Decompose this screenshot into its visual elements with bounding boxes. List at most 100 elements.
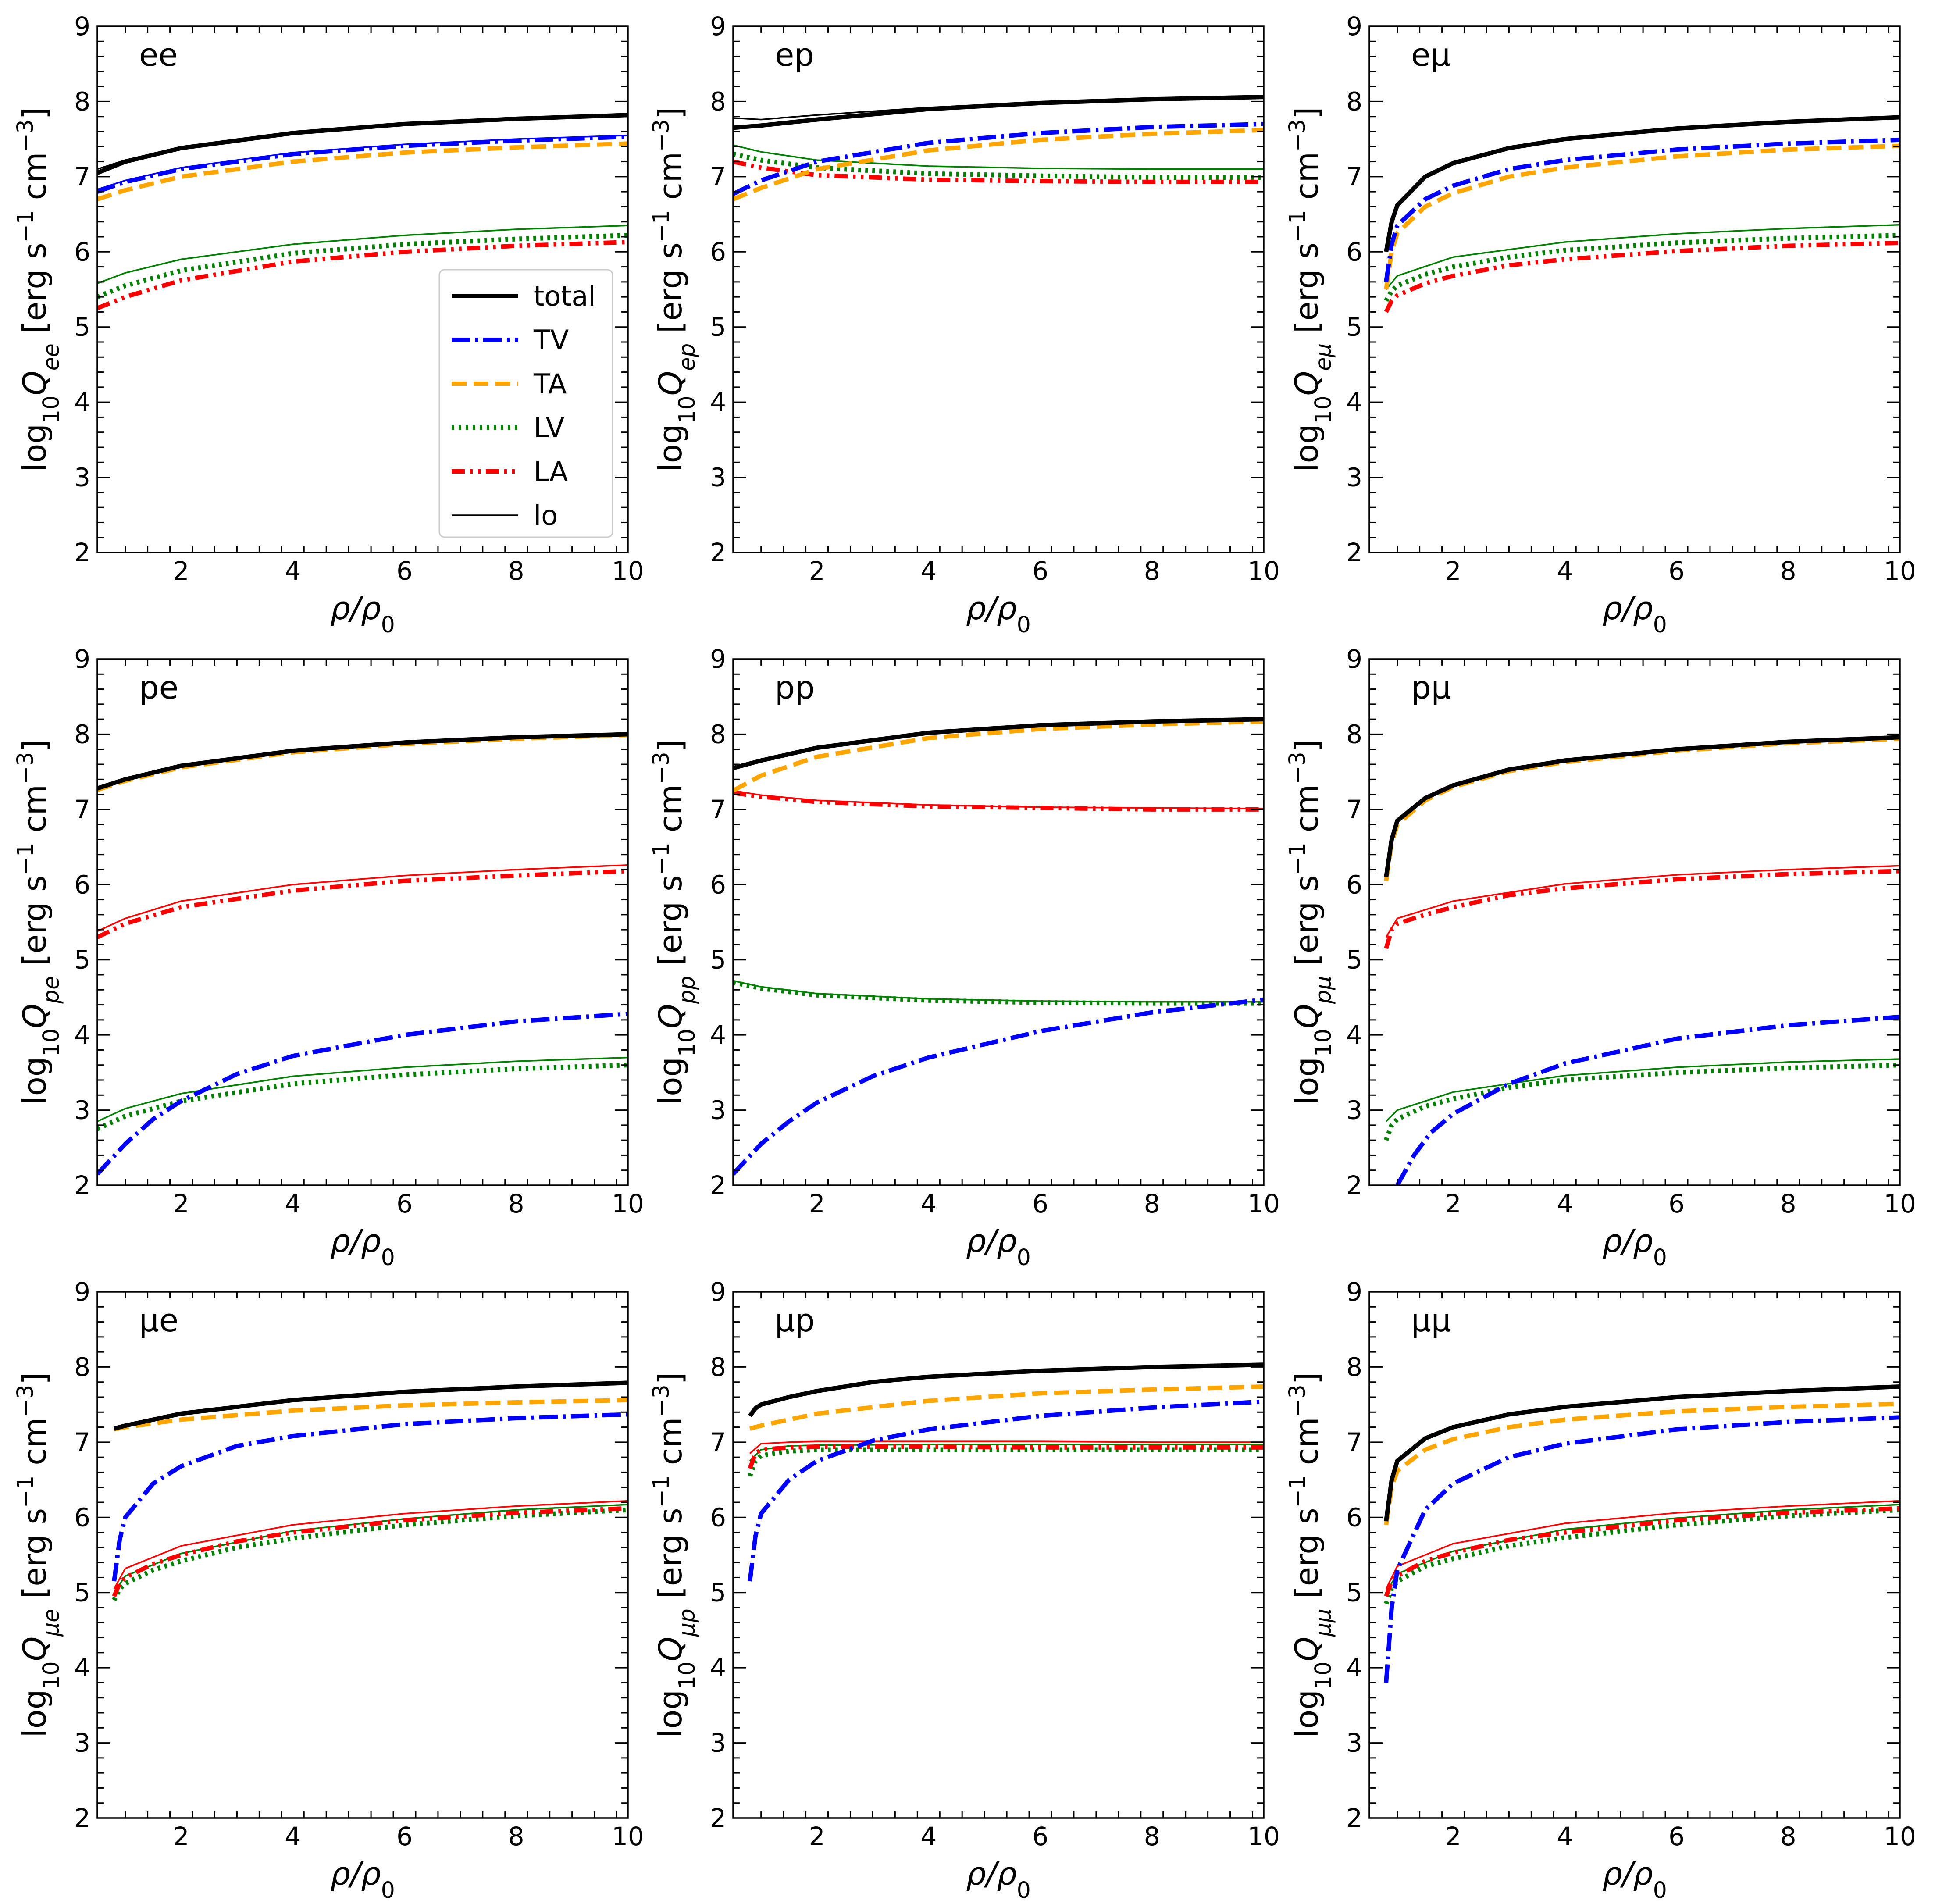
y-tick-label: 4 (710, 1653, 726, 1683)
panel-label: μe (139, 1302, 178, 1339)
y-tick-label: 5 (710, 312, 726, 342)
series-lo-line (97, 1056, 628, 1122)
series-LV-line (733, 980, 1264, 1006)
ticks (733, 1291, 1264, 1819)
series-TV-line (97, 135, 628, 194)
x-tick-label: 10 (1247, 1822, 1280, 1851)
series-group (112, 1380, 628, 1601)
x-tick-label: 8 (508, 1189, 524, 1219)
series-TV-line (97, 1012, 628, 1176)
series-TA-line (733, 719, 1264, 793)
series-TV-line (112, 1412, 628, 1582)
ticks (97, 1291, 628, 1819)
y-tick-label: 3 (74, 1728, 90, 1758)
y-tick-label: 5 (710, 1578, 726, 1608)
y-axis-title: log10Qμe [erg s−1 cm−3] (12, 1373, 64, 1738)
y-tick-label: 5 (710, 945, 726, 975)
y-tick-label: 3 (1346, 463, 1362, 492)
y-tick-label: 7 (74, 162, 90, 192)
x-tick-label: 4 (1557, 1822, 1573, 1851)
y-tick-label: 2 (710, 1803, 726, 1833)
series-TV-line (1384, 137, 1900, 282)
series-TA-line (97, 733, 628, 792)
y-tick-label: 4 (710, 1020, 726, 1050)
y-tick-label: 4 (1346, 387, 1362, 417)
series-lo-line (113, 1500, 628, 1589)
x-tick-label: 4 (920, 556, 937, 586)
series-group (97, 113, 628, 310)
series-LV-line (112, 1507, 628, 1601)
panel-ep: 2 4 6 8 10 2 3 4 5 6 7 8 9 ρ/ρ0 log10Qep [erg s−1 cm−3… (648, 11, 1280, 638)
y-axis-title: log10Qpμ [erg s−1 cm−3] (1284, 739, 1336, 1105)
panel-label: pp (775, 669, 815, 706)
ticks (733, 25, 1264, 553)
y-tick-label: 6 (710, 237, 726, 267)
panel-μμ: 2 4 6 8 10 2 3 4 5 6 7 8 9 ρ/ρ0 log10Qμμ [erg s−1 cm−3… (1284, 1277, 1916, 1903)
series-LV-line (1384, 1507, 1900, 1605)
y-tick-label: 7 (710, 1427, 726, 1457)
x-tick-label: 10 (1247, 556, 1280, 586)
x-tick-label: 10 (1247, 1189, 1280, 1219)
y-tick-label: 6 (74, 1502, 90, 1532)
series-LV-line (1384, 233, 1900, 302)
y-tick-label: 8 (710, 1352, 726, 1382)
x-tick-label: 6 (1668, 1822, 1685, 1851)
x-axis-title: ρ/ρ0 (1602, 590, 1667, 638)
axes-frame (732, 1291, 1265, 1819)
series-LV-line (748, 1447, 1264, 1477)
series-LA-line (97, 869, 628, 939)
x-tick-label: 2 (1445, 556, 1461, 586)
y-tick-label: 4 (710, 387, 726, 417)
y-axis-title: log10Qμμ [erg s−1 cm−3] (1284, 1372, 1336, 1738)
series-TA-line (97, 141, 628, 202)
series-TA-line (1384, 143, 1900, 290)
axes-frame (732, 658, 1265, 1186)
series-lo-line (733, 144, 1264, 170)
series-lo-line (97, 864, 628, 932)
panel-label: pμ (1411, 669, 1451, 706)
x-tick-label: 6 (1668, 1189, 1685, 1219)
y-tick-label: 9 (710, 11, 726, 41)
legend: total TV TA LV LA lo (438, 269, 613, 538)
series-TV-line (733, 121, 1264, 196)
x-tick-label: 10 (612, 1189, 644, 1219)
y-tick-label: 4 (1346, 1653, 1362, 1683)
panel-pμ: 2 4 6 8 10 2 3 4 5 6 7 8 9 ρ/ρ0 log10Qpμ [erg s−1 cm−3… (1284, 644, 1916, 1270)
series-group (97, 732, 628, 1176)
x-tick-label: 6 (1668, 556, 1685, 586)
series-LA-line (1384, 869, 1900, 949)
y-tick-label: 5 (1346, 312, 1362, 342)
legend-label-total: total (534, 280, 596, 312)
series-group (1384, 115, 1900, 313)
x-tick-label: 8 (1144, 556, 1160, 586)
y-tick-label: 3 (710, 1728, 726, 1758)
x-axis-title: ρ/ρ0 (966, 1223, 1031, 1270)
y-tick-label: 2 (710, 538, 726, 567)
y-tick-label: 5 (1346, 1578, 1362, 1608)
x-axis-title: ρ/ρ0 (330, 1855, 395, 1903)
y-axis-title: log10Qeμ [erg s−1 cm−3] (1284, 107, 1336, 472)
x-tick-label: 6 (1032, 556, 1048, 586)
y-tick-label: 9 (74, 1277, 90, 1307)
y-tick-label: 9 (1346, 11, 1362, 41)
y-tick-label: 3 (1346, 1728, 1362, 1758)
y-tick-label: 5 (74, 945, 90, 975)
axes-frame (1368, 25, 1901, 553)
x-axis-title: ρ/ρ0 (966, 590, 1031, 638)
x-axis-title: ρ/ρ0 (330, 1223, 395, 1270)
series-TV-line (1384, 1415, 1900, 1683)
series-group (733, 95, 1264, 201)
x-tick-label: 6 (396, 1189, 413, 1219)
legend-label-LV: LV (534, 412, 564, 444)
x-tick-label: 4 (920, 1822, 937, 1851)
axes-frame (96, 1291, 629, 1819)
y-tick-label: 3 (710, 463, 726, 492)
y-tick-label: 6 (74, 237, 90, 267)
y-tick-label: 2 (74, 538, 90, 567)
y-tick-label: 4 (74, 1020, 90, 1050)
axes-frame (1368, 658, 1901, 1186)
y-tick-label: 7 (74, 1427, 90, 1457)
series-TA-line (749, 1384, 1264, 1431)
axes-frame (732, 25, 1265, 553)
